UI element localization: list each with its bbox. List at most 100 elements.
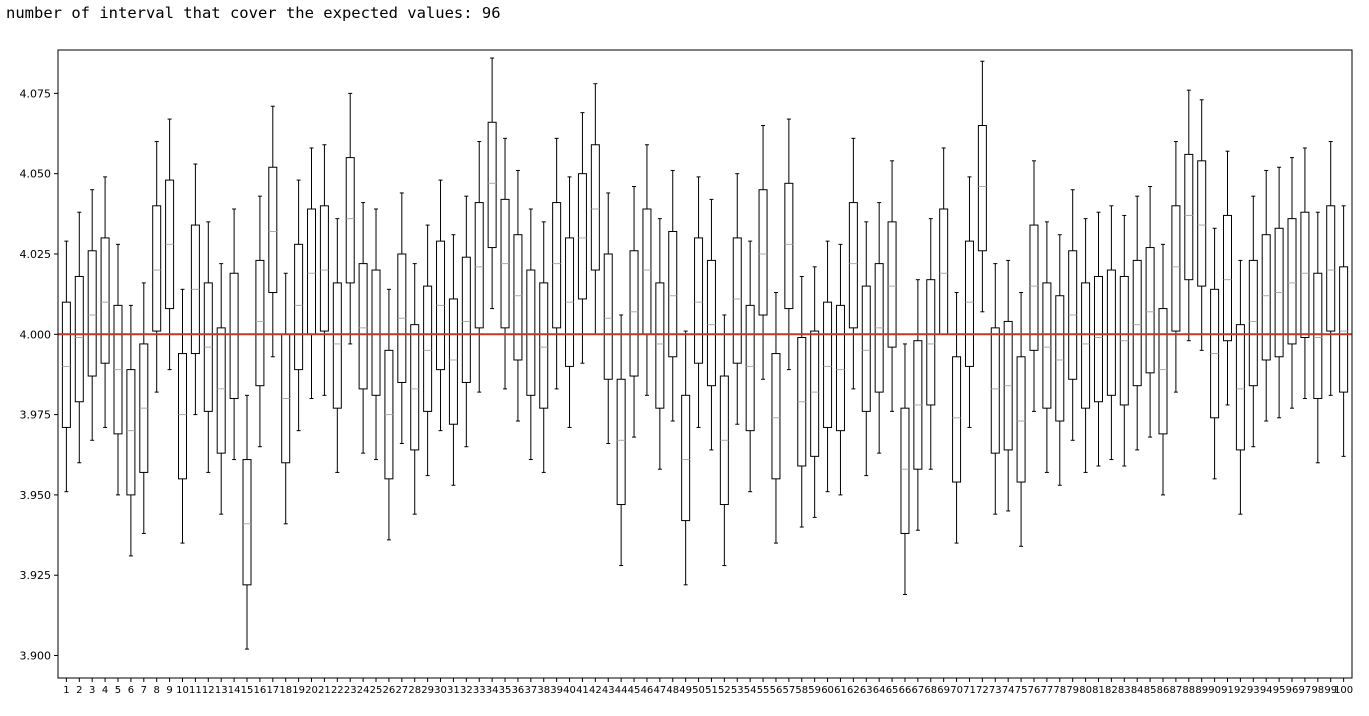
x-tick-label: 5 [115,685,121,696]
y-tick-label: 4.000 [20,328,52,341]
iqr-box [448,298,458,425]
y-tick-label: 3.925 [20,569,52,582]
x-tick-label: 53 [731,685,744,696]
x-tick-label: 40 [563,685,576,696]
x-tick-label: 38 [537,685,550,696]
x-tick-label: 42 [589,685,602,696]
x-tick-label: 19 [292,685,305,696]
x-tick-label: 28 [408,685,421,696]
x-tick-label: 83 [1118,685,1131,696]
box-21 [319,144,329,396]
x-tick-label: 70 [950,685,963,696]
box-40 [565,176,575,428]
x-tick-label: 72 [976,685,989,696]
box-52 [719,314,729,567]
box-38 [539,221,549,473]
iqr-box [590,144,600,271]
box-25 [371,208,381,461]
box-16 [255,195,265,448]
x-tick-label: 45 [628,685,641,696]
iqr-box [952,356,962,483]
box-23 [345,92,355,345]
x-tick-label: 46 [641,685,654,696]
box-46 [642,144,652,396]
iqr-box [307,208,317,335]
box-63 [861,221,871,477]
x-tick-label: 77 [1041,685,1054,696]
iqr-box [603,253,613,380]
iqr-box [732,237,742,364]
box-35 [500,137,510,390]
x-tick-label: 67 [912,685,925,696]
box-4 [100,176,110,428]
box-28 [410,263,420,515]
box-86 [1158,243,1168,496]
x-tick-label: 1 [63,685,69,696]
iqr-box [255,259,265,387]
x-tick-label: 37 [524,685,537,696]
iqr-box [745,304,755,432]
box-43 [603,192,613,445]
box-72 [977,60,987,313]
box-27 [397,192,407,445]
box-66 [900,343,910,595]
box-6 [126,304,136,557]
iqr-box [887,221,897,348]
box-82 [1106,205,1116,461]
box-32 [461,195,471,448]
x-tick-label: 99 [1324,685,1337,696]
iqr-box [926,279,936,406]
plot-frame [57,49,1353,679]
x-tick-label: 29 [421,685,434,696]
x-tick-label: 41 [576,685,589,696]
iqr-box [577,173,587,300]
box-90 [1210,227,1220,480]
box-2 [74,211,84,464]
x-tick-label: 14 [228,685,241,696]
y-tick-label: 4.050 [20,168,52,181]
iqr-box [1248,259,1258,387]
box-45 [629,186,639,438]
iqr-box [423,285,433,412]
x-tick-label: 76 [1028,685,1041,696]
box-39 [552,137,562,390]
iqr-box [758,189,768,316]
box-30 [436,179,446,432]
iqr-box [1326,205,1336,332]
box-49 [681,330,691,586]
box-88 [1184,89,1194,342]
box-41 [577,112,587,364]
iqr-box [474,202,484,329]
x-tick-label: 7 [141,685,147,696]
iqr-box [771,353,781,480]
y-tick-label: 4.025 [20,248,52,261]
box-58 [797,275,807,528]
iqr-box [1055,295,1065,422]
box-73 [990,263,1000,515]
x-tick-label: 24 [357,685,370,696]
iqr-box [229,272,239,400]
x-tick-label: 39 [550,685,563,696]
x-tick-label: 35 [499,685,512,696]
box-85 [1145,186,1155,438]
box-42 [590,83,600,335]
iqr-box [1171,205,1181,332]
iqr-box [1093,275,1103,403]
x-tick-label: 88 [1182,685,1195,696]
iqr-box [1300,211,1310,338]
x-tick-label: 64 [873,685,886,696]
x-tick-label: 47 [653,685,666,696]
y-tick-label: 3.900 [20,650,52,663]
box-60 [823,240,833,493]
x-tick-label: 10 [176,685,189,696]
box-100 [1339,205,1349,457]
x-tick-label: 44 [615,685,628,696]
x-tick-label: 75 [1015,685,1028,696]
box-77 [1042,221,1052,473]
iqr-box [1184,153,1194,281]
box-29 [423,224,433,477]
iqr-box [629,250,639,377]
iqr-box [1313,272,1323,400]
x-tick-label: 18 [279,685,292,696]
x-tick-label: 54 [744,685,757,696]
